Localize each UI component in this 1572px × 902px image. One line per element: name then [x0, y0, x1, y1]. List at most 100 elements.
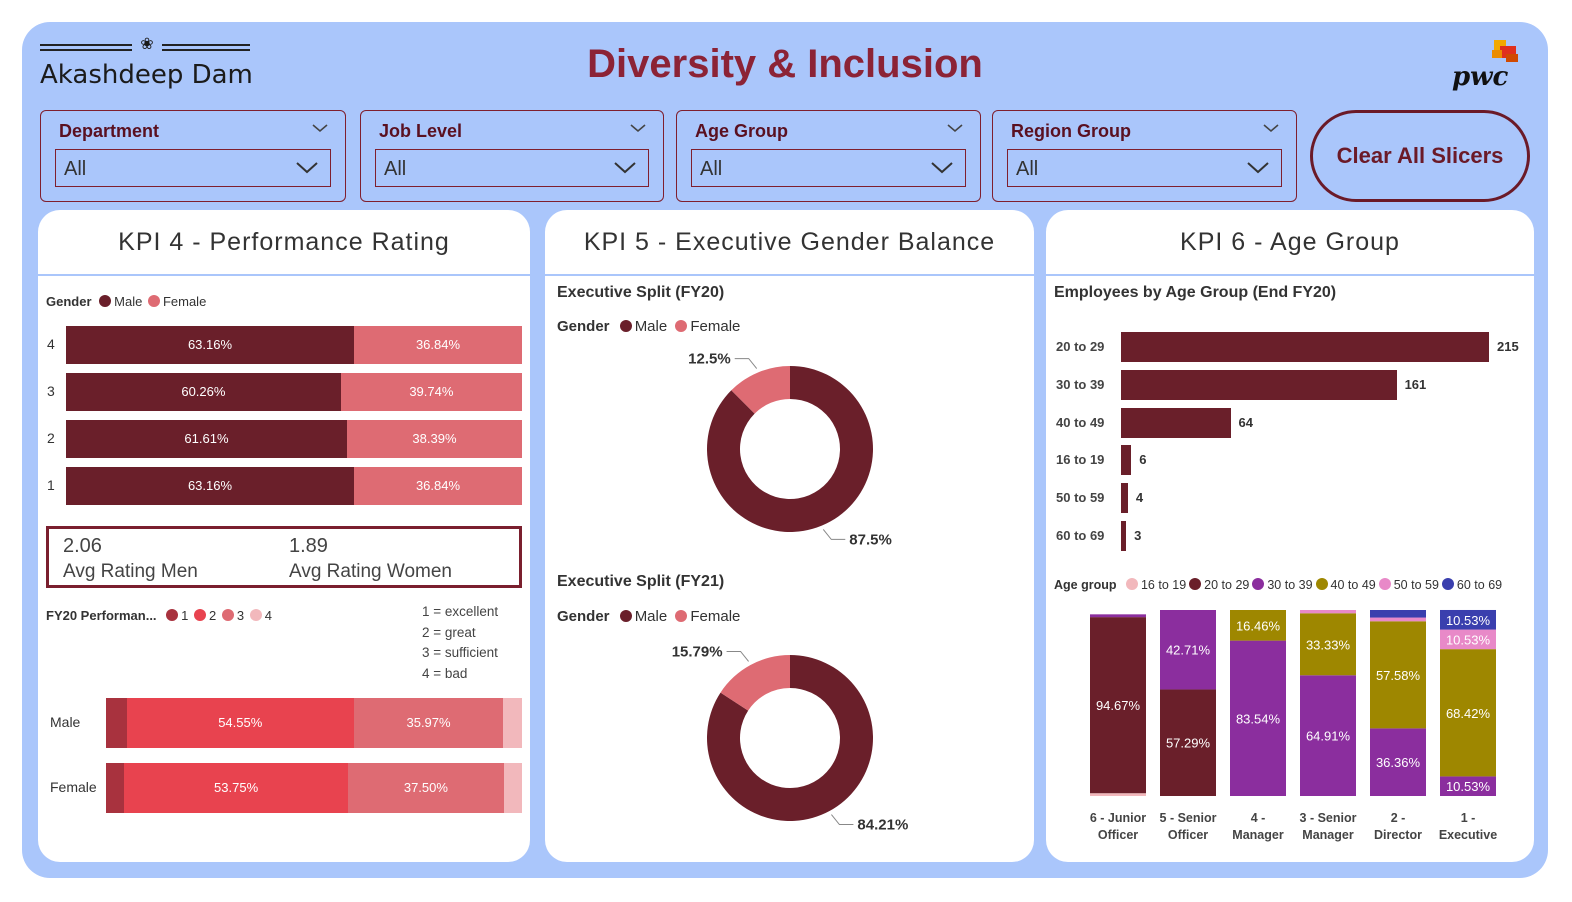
legend-male: Male: [114, 294, 143, 309]
slicer-dropdown[interactable]: All: [1007, 149, 1282, 187]
slicer-dropdown[interactable]: All: [55, 149, 331, 187]
avg-women-value: 1.89: [289, 535, 328, 557]
age-bar-value: 4: [1135, 490, 1144, 506]
stack-segment: [1090, 614, 1146, 618]
slicer-dropdown[interactable]: All: [375, 149, 649, 187]
slicer-department[interactable]: Department All: [40, 110, 346, 202]
male-slice-label: 87.5%: [849, 531, 892, 548]
legend-title: Age group: [1054, 578, 1117, 592]
female-slice: [720, 655, 790, 711]
stack-segment-label: 36.36%: [1376, 755, 1421, 770]
rating-segment-label: 35.97%: [406, 715, 451, 730]
legend-item: 20 to 29: [1204, 578, 1250, 592]
rating-segment-label: 37.50%: [403, 780, 448, 795]
female-slice: [731, 366, 790, 414]
male-bar: [66, 467, 354, 505]
legend-male: Male: [634, 608, 668, 625]
stack-segment-label: 33.33%: [1306, 637, 1351, 652]
age-bar-title: Employees by Age Group (End FY20): [1054, 284, 1337, 301]
male-bar-label: 63.16%: [187, 478, 233, 493]
clear-all-slicers-button[interactable]: Clear All Slicers: [1310, 110, 1530, 202]
age-axis-label: 16 to 19: [1056, 452, 1105, 468]
legend-item: 40 to 49: [1330, 578, 1376, 592]
leader-line: [726, 650, 749, 662]
rating-key-item: 4 = bad: [422, 665, 468, 681]
female-bar-label: 38.39%: [412, 431, 457, 446]
legend-item: 16 to 19: [1140, 578, 1187, 592]
male-bar-label: 60.26%: [181, 384, 226, 399]
chevron-down-icon[interactable]: [629, 119, 647, 137]
kpi5-card: KPI 5 - Executive Gender Balance Executi…: [545, 210, 1034, 862]
stack-segment: [1230, 610, 1286, 641]
avg-men-label: Avg Rating Men: [63, 561, 198, 582]
stack-segment: [1370, 728, 1426, 796]
stack-segment-label: 57.29%: [1166, 736, 1211, 751]
male-slice: [707, 655, 873, 821]
fy20-chart-title: Executive Split (FY20): [557, 284, 725, 301]
female-bar: [354, 467, 522, 505]
legend-dot: [1315, 578, 1328, 590]
rating-segment-label: 54.55%: [218, 715, 263, 730]
slicer-label: Age Group: [695, 121, 788, 141]
legend-item: 30 to 39: [1267, 578, 1313, 592]
gender-axis-label: Female: [50, 779, 97, 795]
stack-segment: [1440, 609, 1496, 630]
rating-axis-label: 1: [47, 477, 55, 493]
lotus-icon: ❀: [132, 36, 162, 54]
page-title: Diversity & Inclusion: [587, 42, 983, 86]
chevron-down-icon[interactable]: [946, 119, 964, 137]
stack-segment-label: 94.67%: [1096, 698, 1141, 713]
male-slice-label: 84.21%: [857, 817, 908, 834]
kpi4-gender-legend: Gender Male Female: [46, 294, 206, 309]
age-bar: [1121, 369, 1397, 400]
stack-segment: [1370, 621, 1426, 729]
kpi6-card: KPI 6 - Age Group Employees by Age Group…: [1046, 210, 1534, 862]
age-axis-label: 20 to 29: [1056, 339, 1105, 354]
age-bar-value: 161: [1404, 376, 1427, 392]
age-bar-value: 64: [1238, 414, 1253, 430]
stack-segment: [1090, 617, 1146, 794]
chevron-down-icon[interactable]: [311, 119, 329, 137]
avg-rating-box: 2.06 Avg Rating Men 1.89 Avg Rating Wome…: [46, 526, 522, 588]
age-bar-value: 215: [1497, 339, 1519, 354]
chevron-down-icon[interactable]: [1245, 156, 1271, 178]
kpi6-title: KPI 6 - Age Group: [1180, 228, 1400, 256]
stack-segment-label: 57.58%: [1376, 668, 1421, 683]
age-legend: Age group 16 to 19 20 to 29 30 to 39 40 to …: [1054, 578, 1502, 592]
legend-dot: [1441, 578, 1454, 590]
slicer-dropdown[interactable]: All: [691, 149, 966, 187]
stack-segment-label: 10.53%: [1446, 779, 1491, 794]
legend-dot: [1189, 578, 1202, 590]
rating-axis-label: 3: [47, 383, 55, 399]
fy21-legend: Gender Male Female: [557, 608, 740, 625]
chevron-down-icon[interactable]: [929, 156, 955, 178]
stack-segment: [1300, 675, 1356, 796]
slicer-age-group[interactable]: Age Group All: [676, 110, 981, 202]
age-axis-label: 60 to 69: [1056, 528, 1105, 543]
age-bar: [1121, 445, 1132, 476]
stack-segment: [1300, 610, 1356, 614]
rating-segment: [126, 698, 354, 748]
slicer-region-group[interactable]: Region Group All: [992, 110, 1297, 202]
rating-segment: [503, 763, 522, 813]
stack-segment: [1370, 610, 1426, 618]
stack-segment: [1300, 613, 1356, 676]
male-bar-label: 61.61%: [184, 431, 229, 446]
male-bar: [66, 373, 341, 411]
slicer-job-level[interactable]: Job Level All: [360, 110, 664, 202]
rating-segment: [106, 763, 125, 813]
rating-segment: [353, 698, 504, 748]
chevron-down-icon[interactable]: [612, 156, 638, 178]
rating-segment: [106, 698, 127, 748]
stack-segment: [1160, 689, 1216, 796]
chevron-down-icon[interactable]: [294, 156, 320, 178]
pwc-logo-text: pwc: [1452, 62, 1509, 92]
job-level-axis-label: Manager: [1232, 828, 1284, 842]
slicer-label: Region Group: [1011, 121, 1131, 141]
rating-key-item: 3 = sufficient: [422, 645, 498, 660]
chevron-down-icon[interactable]: [1262, 119, 1280, 137]
job-level-axis-label: 1 -: [1461, 811, 1476, 825]
pwc-logo-icon: [1492, 40, 1518, 62]
legend-female: Female: [690, 318, 741, 335]
brand-logo: ❀ Akashdeep Dam: [40, 36, 255, 96]
